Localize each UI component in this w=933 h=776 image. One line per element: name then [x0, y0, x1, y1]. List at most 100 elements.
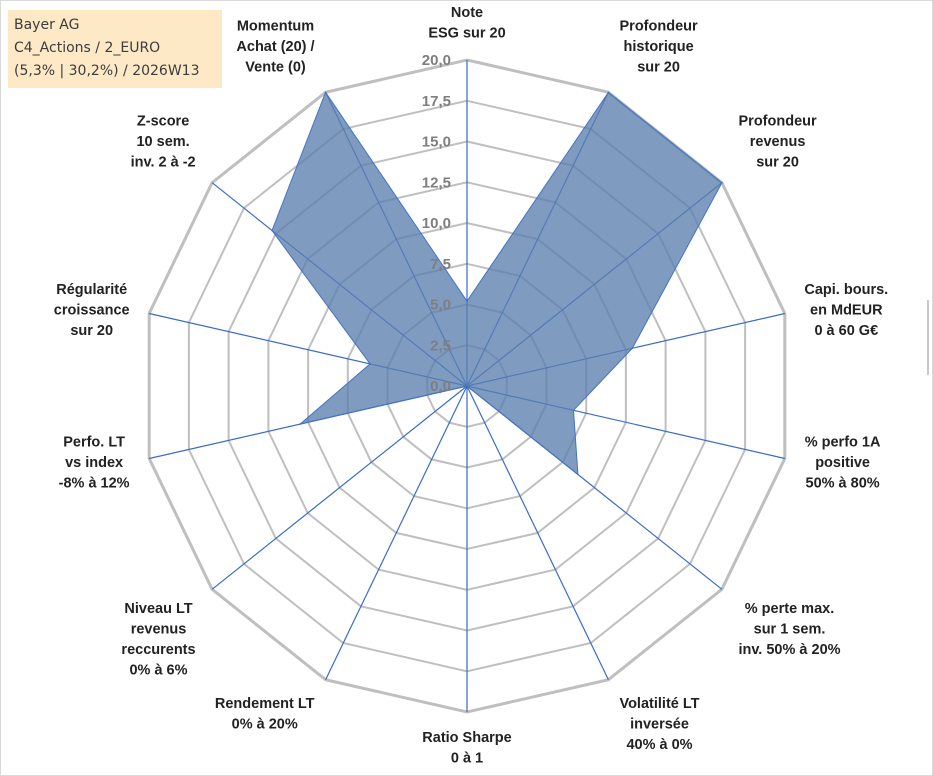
axis-spoke: [466, 385, 609, 680]
axis-spoke: [211, 385, 468, 590]
axis-label-line: Profondeur: [739, 113, 817, 129]
axis-label-text: % perte max. sur 1 sem. inv. 50% à 20%: [738, 601, 840, 658]
axis-label-line: Z-score: [137, 113, 189, 129]
axis-label-line: revenus: [131, 622, 187, 638]
axis-label-line: Perfo. LT: [63, 434, 125, 450]
axis-label-line: Achat (20) /: [236, 39, 314, 55]
axis-label-text: Niveau LT revenus reccurents 0% à 6%: [121, 601, 195, 679]
tick-label: 10,0: [422, 215, 451, 232]
scrollbar[interactable]: [927, 300, 929, 375]
tick-label: 2,5: [430, 337, 451, 354]
axis-label-line: 0 à 1: [451, 751, 483, 767]
axis-label-13: Momentum Achat (20) / Vente (0): [236, 18, 314, 75]
axis-label-line: Volatilité LT: [619, 696, 699, 712]
data-point: [721, 181, 723, 184]
tick-label: 15,0: [422, 134, 451, 151]
axis-label-line: 0% à 6%: [129, 663, 187, 679]
tick-label: 20,0: [422, 52, 451, 69]
radar-series: [271, 91, 723, 476]
axis-label-line: historique: [624, 39, 694, 55]
data-point: [631, 347, 634, 350]
axis-label-text: Note ESG sur 20: [428, 5, 505, 42]
axis-label-line: % perfo 1A: [805, 434, 881, 450]
axis-label-text: Perfo. LT vs index -8% à 12%: [59, 434, 130, 491]
data-point: [369, 363, 371, 365]
data-point: [271, 229, 273, 232]
axis-label-line: sur 1 sem.: [754, 622, 826, 638]
axis-label-line: inv. 2 à -2: [131, 154, 196, 170]
axis-label-text: Momentum Achat (20) / Vente (0): [236, 18, 314, 75]
axis-label-line: sur 20: [756, 154, 799, 170]
axis-label-9: Niveau LT revenus reccurents 0% à 6%: [121, 601, 195, 679]
axis-label-2: Profondeur revenus sur 20: [739, 113, 817, 170]
data-point: [572, 409, 575, 412]
series-area: [271, 91, 723, 476]
data-point: [324, 91, 327, 94]
axis-label-line: Profondeur: [620, 18, 698, 34]
data-point: [466, 300, 468, 303]
axis-label-line: sur 20: [637, 59, 680, 75]
axis-label-text: Profondeur revenus sur 20: [739, 113, 817, 170]
axis-label-text: Capi. bours. en MdEUR 0 à 60 G€: [804, 282, 888, 339]
axis-label-line: 0 à 60 G€: [814, 323, 878, 339]
axis-label-line: sur 20: [70, 323, 113, 339]
axis-label-8: Rendement LT 0% à 20%: [215, 696, 315, 733]
axis-label-5: % perte max. sur 1 sem. inv. 50% à 20%: [738, 601, 840, 658]
axis-label-line: 10 sem.: [136, 134, 189, 150]
axis-label-line: % perte max.: [745, 601, 834, 617]
axis-label-line: 0% à 20%: [232, 717, 298, 733]
axis-label-text: Z-score 10 sem. inv. 2 à -2: [131, 113, 196, 170]
axis-label-line: 40% à 0%: [626, 737, 692, 753]
radial-tick-labels: 0,0 2,5 5,0 7,5 10,0 12,5 15,0 17,5 20,0: [422, 52, 451, 395]
axis-label-12: Z-score 10 sem. inv. 2 à -2: [131, 113, 196, 170]
axis-label-line: Rendement LT: [215, 696, 315, 712]
axis-label-line: revenus: [750, 134, 806, 150]
info-company: Bayer AG: [14, 17, 80, 33]
axis-label-text: Ratio Sharpe 0 à 1: [422, 730, 511, 767]
data-point: [466, 385, 468, 387]
axis-label-line: reccurents: [121, 642, 195, 658]
axis-label-line: vs index: [65, 455, 123, 471]
tick-label: 12,5: [422, 174, 451, 191]
axis-label-line: Momentum: [237, 18, 314, 34]
axis-label-line: inversée: [630, 717, 689, 733]
tick-label: 5,0: [430, 297, 451, 314]
axis-label-line: positive: [815, 455, 870, 471]
axis-label-line: inv. 50% à 20%: [738, 642, 840, 658]
axis-label-line: Capi. bours.: [804, 282, 888, 298]
axis-label-line: 50% à 80%: [806, 475, 880, 491]
axis-label-7: Ratio Sharpe 0 à 1: [422, 730, 511, 767]
axis-label-6: Volatilité LT inversée 40% à 0%: [619, 696, 699, 753]
info-box: Bayer AG C4_Actions / 2_EURO (5,3% | 30,…: [8, 10, 222, 88]
axis-label-line: Niveau LT: [124, 601, 192, 617]
axis-label-line: Note: [451, 5, 483, 21]
axis-label-text: % perfo 1A positive 50% à 80%: [805, 434, 881, 491]
axis-label-1: Profondeur historique sur 20: [620, 18, 698, 75]
axis-label-0: Note ESG sur 20: [428, 5, 505, 42]
data-point: [607, 91, 610, 94]
axis-label-line: ESG sur 20: [428, 26, 505, 42]
tick-label: 0,0: [430, 378, 451, 395]
tick-label: 17,5: [422, 93, 451, 110]
axis-label-text: Profondeur historique sur 20: [620, 18, 698, 75]
axis-label-line: -8% à 12%: [59, 475, 130, 491]
axis-label-line: croissance: [54, 303, 130, 319]
axis-label-line: Vente (0): [245, 59, 306, 75]
axis-label-4: % perfo 1A positive 50% à 80%: [805, 434, 881, 491]
axis-label-text: Volatilité LT inversée 40% à 0%: [619, 696, 699, 753]
axis-label-line: en MdEUR: [810, 303, 883, 319]
info-stats: (5,3% | 30,2%) / 2026W13: [14, 63, 200, 79]
axis-label-line: Ratio Sharpe: [422, 730, 511, 746]
axis-labels: Note ESG sur 20 Profondeur historique sur 20…: [54, 5, 888, 767]
info-category: C4_Actions / 2_EURO: [14, 40, 161, 56]
axis-label-text: Rendement LT 0% à 20%: [215, 696, 315, 733]
tick-label: 7,5: [430, 256, 451, 273]
data-point: [299, 423, 301, 425]
axis-label-3: Capi. bours. en MdEUR 0 à 60 G€: [804, 282, 888, 339]
axis-label-line: Régularité: [56, 282, 127, 298]
axis-spoke: [325, 385, 468, 680]
axis-label-11: Régularité croissance sur 20: [54, 282, 130, 339]
data-point: [577, 473, 579, 476]
axis-label-text: Régularité croissance sur 20: [54, 282, 130, 339]
